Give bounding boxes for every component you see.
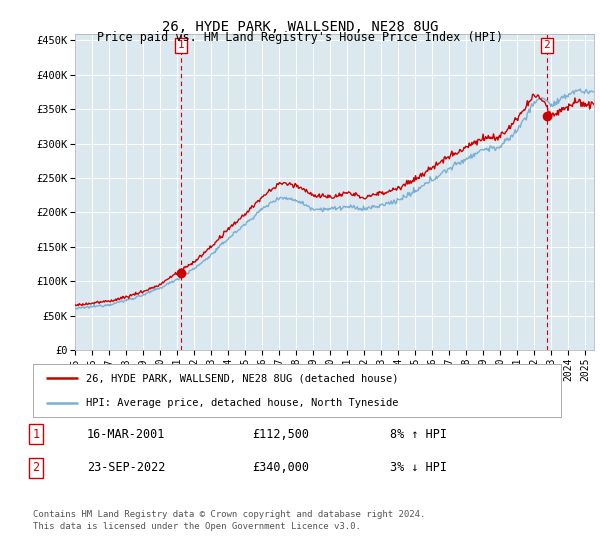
Text: £112,500: £112,500	[252, 427, 309, 441]
Text: 26, HYDE PARK, WALLSEND, NE28 8UG (detached house): 26, HYDE PARK, WALLSEND, NE28 8UG (detac…	[86, 374, 398, 384]
Text: 23-SEP-2022: 23-SEP-2022	[87, 461, 166, 474]
Text: 8% ↑ HPI: 8% ↑ HPI	[390, 427, 447, 441]
Text: Contains HM Land Registry data © Crown copyright and database right 2024.
This d: Contains HM Land Registry data © Crown c…	[33, 510, 425, 531]
Text: 3% ↓ HPI: 3% ↓ HPI	[390, 461, 447, 474]
Text: 16-MAR-2001: 16-MAR-2001	[87, 427, 166, 441]
Text: 2: 2	[32, 461, 40, 474]
Text: HPI: Average price, detached house, North Tyneside: HPI: Average price, detached house, Nort…	[86, 398, 398, 408]
Text: Price paid vs. HM Land Registry's House Price Index (HPI): Price paid vs. HM Land Registry's House …	[97, 31, 503, 44]
Text: 2: 2	[544, 40, 550, 50]
Text: 1: 1	[32, 427, 40, 441]
Text: 1: 1	[177, 40, 184, 50]
Text: 26, HYDE PARK, WALLSEND, NE28 8UG: 26, HYDE PARK, WALLSEND, NE28 8UG	[162, 20, 438, 34]
Text: £340,000: £340,000	[252, 461, 309, 474]
